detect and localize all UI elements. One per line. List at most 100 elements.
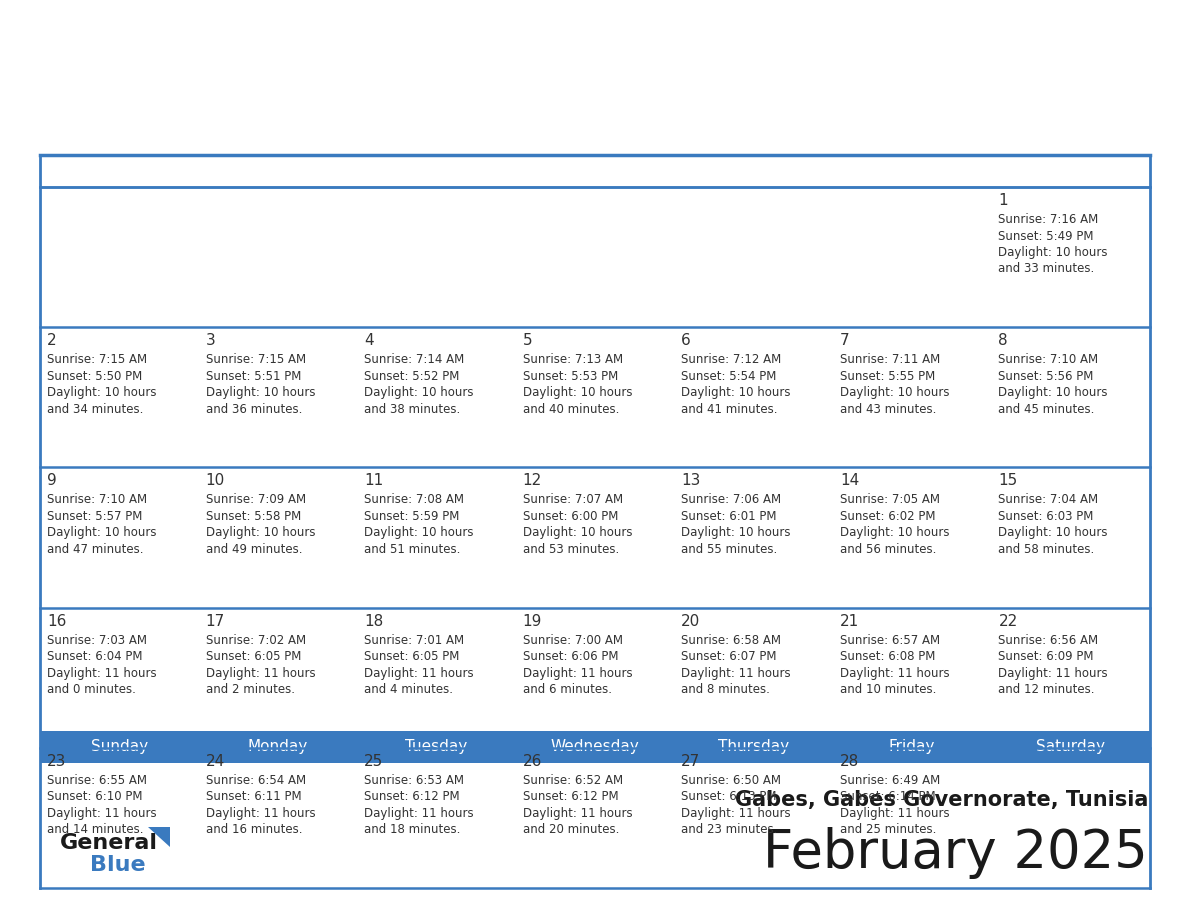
Text: 20: 20 xyxy=(681,613,701,629)
Text: Sunrise: 6:58 AM: Sunrise: 6:58 AM xyxy=(681,633,782,646)
Text: and 41 minutes.: and 41 minutes. xyxy=(681,403,778,416)
Text: 3: 3 xyxy=(206,333,215,348)
Bar xyxy=(40,187,198,327)
Text: 16: 16 xyxy=(48,613,67,629)
Text: and 45 minutes.: and 45 minutes. xyxy=(998,403,1095,416)
Text: Sunrise: 7:01 AM: Sunrise: 7:01 AM xyxy=(365,633,465,646)
Text: Sunrise: 7:15 AM: Sunrise: 7:15 AM xyxy=(48,353,147,366)
Bar xyxy=(40,731,1150,763)
Text: Daylight: 11 hours: Daylight: 11 hours xyxy=(48,807,157,820)
Bar xyxy=(358,608,516,748)
Text: 17: 17 xyxy=(206,613,225,629)
Text: Sunrise: 7:03 AM: Sunrise: 7:03 AM xyxy=(48,633,147,646)
Text: Sunset: 6:06 PM: Sunset: 6:06 PM xyxy=(523,650,618,663)
Text: Daylight: 11 hours: Daylight: 11 hours xyxy=(998,666,1108,679)
Text: 25: 25 xyxy=(365,754,384,768)
Bar xyxy=(992,748,1150,888)
Text: Sunset: 5:57 PM: Sunset: 5:57 PM xyxy=(48,509,143,523)
Bar xyxy=(40,608,198,748)
Text: Daylight: 10 hours: Daylight: 10 hours xyxy=(523,526,632,540)
Text: and 58 minutes.: and 58 minutes. xyxy=(998,543,1094,556)
Text: Sunset: 6:04 PM: Sunset: 6:04 PM xyxy=(48,650,143,663)
Text: Sunrise: 7:12 AM: Sunrise: 7:12 AM xyxy=(681,353,782,366)
Bar xyxy=(358,187,516,327)
Bar xyxy=(358,748,516,888)
Text: Daylight: 10 hours: Daylight: 10 hours xyxy=(48,526,157,540)
Bar xyxy=(198,467,358,608)
Bar xyxy=(675,327,833,467)
Text: 27: 27 xyxy=(681,754,701,768)
Bar xyxy=(198,327,358,467)
Text: Sunset: 6:07 PM: Sunset: 6:07 PM xyxy=(681,650,777,663)
Text: Sunset: 6:13 PM: Sunset: 6:13 PM xyxy=(681,790,777,803)
Text: and 56 minutes.: and 56 minutes. xyxy=(840,543,936,556)
Text: 13: 13 xyxy=(681,474,701,488)
Text: Daylight: 11 hours: Daylight: 11 hours xyxy=(206,807,315,820)
Text: 21: 21 xyxy=(840,613,859,629)
Text: and 10 minutes.: and 10 minutes. xyxy=(840,683,936,696)
Text: 24: 24 xyxy=(206,754,225,768)
Bar xyxy=(40,467,198,608)
Text: General: General xyxy=(61,833,158,853)
Text: 5: 5 xyxy=(523,333,532,348)
Text: 4: 4 xyxy=(365,333,374,348)
Text: and 47 minutes.: and 47 minutes. xyxy=(48,543,144,556)
Text: Daylight: 10 hours: Daylight: 10 hours xyxy=(523,386,632,399)
Text: Daylight: 11 hours: Daylight: 11 hours xyxy=(681,807,791,820)
Text: and 40 minutes.: and 40 minutes. xyxy=(523,403,619,416)
Text: Sunset: 6:09 PM: Sunset: 6:09 PM xyxy=(998,650,1094,663)
Text: Saturday: Saturday xyxy=(1036,740,1105,755)
Text: Sunrise: 6:50 AM: Sunrise: 6:50 AM xyxy=(681,774,782,787)
Text: Sunrise: 7:15 AM: Sunrise: 7:15 AM xyxy=(206,353,305,366)
Bar xyxy=(833,748,992,888)
Text: Daylight: 10 hours: Daylight: 10 hours xyxy=(681,386,791,399)
Bar xyxy=(675,748,833,888)
Text: Daylight: 10 hours: Daylight: 10 hours xyxy=(998,386,1108,399)
Bar xyxy=(833,187,992,327)
Bar xyxy=(992,608,1150,748)
Text: Sunset: 5:52 PM: Sunset: 5:52 PM xyxy=(365,370,460,383)
Text: Sunrise: 7:13 AM: Sunrise: 7:13 AM xyxy=(523,353,623,366)
Text: 28: 28 xyxy=(840,754,859,768)
Text: Sunset: 5:59 PM: Sunset: 5:59 PM xyxy=(365,509,460,523)
Text: 22: 22 xyxy=(998,613,1018,629)
Text: Sunset: 5:51 PM: Sunset: 5:51 PM xyxy=(206,370,301,383)
Bar xyxy=(40,327,198,467)
Bar xyxy=(833,327,992,467)
Text: Sunset: 5:50 PM: Sunset: 5:50 PM xyxy=(48,370,143,383)
Text: 23: 23 xyxy=(48,754,67,768)
Text: 2: 2 xyxy=(48,333,57,348)
Text: Sunset: 6:05 PM: Sunset: 6:05 PM xyxy=(365,650,460,663)
Text: Sunset: 6:05 PM: Sunset: 6:05 PM xyxy=(206,650,301,663)
Text: 12: 12 xyxy=(523,474,542,488)
Text: Sunrise: 7:05 AM: Sunrise: 7:05 AM xyxy=(840,493,940,507)
Text: Sunset: 6:10 PM: Sunset: 6:10 PM xyxy=(48,790,143,803)
Text: Daylight: 11 hours: Daylight: 11 hours xyxy=(840,666,949,679)
Bar xyxy=(992,467,1150,608)
Text: Daylight: 11 hours: Daylight: 11 hours xyxy=(523,807,632,820)
Text: 18: 18 xyxy=(365,613,384,629)
Bar xyxy=(40,748,198,888)
Text: Sunrise: 7:09 AM: Sunrise: 7:09 AM xyxy=(206,493,305,507)
Text: Sunrise: 7:10 AM: Sunrise: 7:10 AM xyxy=(48,493,147,507)
Text: and 16 minutes.: and 16 minutes. xyxy=(206,823,302,836)
Text: Gabes, Gabes Governorate, Tunisia: Gabes, Gabes Governorate, Tunisia xyxy=(734,790,1148,810)
Text: and 14 minutes.: and 14 minutes. xyxy=(48,823,144,836)
Text: Wednesday: Wednesday xyxy=(550,740,639,755)
Text: Sunrise: 7:16 AM: Sunrise: 7:16 AM xyxy=(998,213,1099,226)
Text: and 0 minutes.: and 0 minutes. xyxy=(48,683,135,696)
Text: Sunset: 5:53 PM: Sunset: 5:53 PM xyxy=(523,370,618,383)
Text: Sunrise: 6:53 AM: Sunrise: 6:53 AM xyxy=(365,774,465,787)
Text: Sunset: 6:14 PM: Sunset: 6:14 PM xyxy=(840,790,935,803)
Text: Daylight: 10 hours: Daylight: 10 hours xyxy=(365,386,474,399)
Bar xyxy=(992,187,1150,327)
Polygon shape xyxy=(148,827,170,847)
Bar xyxy=(675,187,833,327)
Text: Daylight: 10 hours: Daylight: 10 hours xyxy=(840,526,949,540)
Text: Sunrise: 7:00 AM: Sunrise: 7:00 AM xyxy=(523,633,623,646)
Text: Friday: Friday xyxy=(889,740,935,755)
Text: and 38 minutes.: and 38 minutes. xyxy=(365,403,461,416)
Text: Sunset: 6:00 PM: Sunset: 6:00 PM xyxy=(523,509,618,523)
Text: Daylight: 11 hours: Daylight: 11 hours xyxy=(206,666,315,679)
Bar xyxy=(198,608,358,748)
